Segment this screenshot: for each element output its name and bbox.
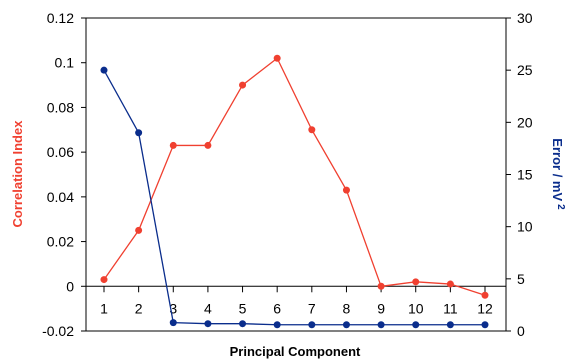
series-line-2 — [103, 69, 485, 326]
x-tick-label: 2 — [135, 300, 143, 316]
series-1-point — [308, 126, 316, 134]
right-tick-label: 5 — [517, 271, 525, 287]
left-tick-label: -0.02 — [42, 323, 74, 339]
x-tick-label: 7 — [308, 300, 316, 316]
left-tick-label: 0.02 — [47, 234, 74, 250]
left-tick-label: 0.04 — [47, 189, 74, 205]
x-tick-label: 10 — [408, 300, 424, 316]
x-axis-ticks: 1 2 3 4 5 6 7 8 9 10 11 12 — [100, 286, 493, 316]
x-tick-label: 5 — [239, 300, 247, 316]
series-2-point — [100, 66, 108, 74]
y-axis-right-title: Error / mV 2 — [550, 138, 566, 210]
series-2-point — [412, 321, 420, 329]
series-2-point — [481, 321, 489, 329]
series-1-point — [446, 280, 454, 288]
series-2-point — [169, 319, 177, 327]
x-tick-label: 1 — [100, 300, 108, 316]
right-tick-label: 15 — [517, 167, 533, 183]
series-2-point — [204, 320, 212, 328]
left-tick-label: 0.06 — [47, 144, 74, 160]
left-tick-label: 0.08 — [47, 99, 74, 115]
x-tick-label: 11 — [443, 300, 458, 316]
series-1-point — [481, 291, 489, 299]
right-tick-label: 25 — [517, 62, 533, 78]
y-axis-right-title-main: Error / mV — [550, 138, 565, 201]
series-line-1 — [103, 57, 486, 296]
series-2-point — [342, 321, 350, 329]
series-2-point — [377, 321, 385, 329]
x-tick-label: 3 — [169, 300, 177, 316]
left-tick-label: 0 — [66, 278, 74, 294]
right-tick-label: 20 — [517, 114, 533, 130]
series-1-point — [204, 141, 212, 149]
right-axis-ticks: 0 5 10 15 20 25 30 — [506, 10, 533, 339]
right-tick-label: 30 — [517, 10, 533, 26]
series-2-point — [446, 321, 454, 329]
x-tick-label: 4 — [204, 300, 212, 316]
series-1-point — [342, 186, 350, 194]
y-axis-right-title-superscript: 2 — [555, 204, 566, 210]
left-tick-label: 0.1 — [55, 55, 75, 71]
x-axis-title: Principal Component — [230, 344, 361, 359]
left-tick-label: 0.12 — [47, 10, 74, 26]
series-1-point — [135, 226, 143, 234]
series-2-point — [239, 320, 247, 328]
right-tick-label: 0 — [517, 323, 525, 339]
x-tick-label: 8 — [343, 300, 351, 316]
series-1-point — [377, 282, 385, 290]
series-2-point — [135, 129, 143, 137]
series-2-point — [308, 321, 316, 329]
left-axis-ticks: -0.02 0 0.02 0.04 0.06 0.08 0.1 0.12 — [42, 10, 86, 339]
right-tick-label: 10 — [517, 219, 533, 235]
series-layer — [100, 54, 489, 329]
x-tick-label: 9 — [377, 300, 385, 316]
series-2-point — [273, 321, 281, 329]
series-1-point — [169, 141, 177, 149]
series-1-point — [273, 54, 281, 62]
x-tick-label: 6 — [273, 300, 281, 316]
series-1-point — [100, 276, 108, 284]
y-axis-left-title: Correlation Index — [10, 120, 25, 228]
series-1-point — [239, 81, 247, 89]
x-tick-label: 12 — [477, 300, 493, 316]
series-1-point — [412, 278, 420, 286]
